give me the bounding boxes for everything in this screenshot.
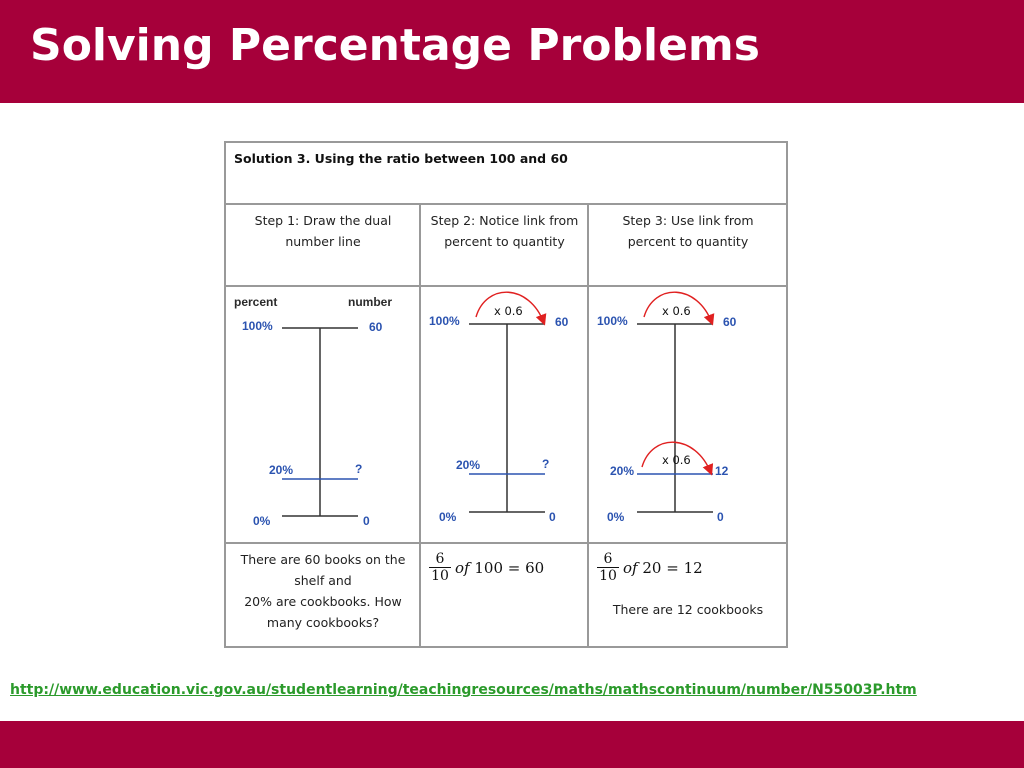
- multiplier-label: x 0.6: [494, 304, 523, 318]
- label-20-percent: 20%: [269, 463, 294, 477]
- label-20-percent: 20%: [456, 458, 481, 472]
- label-0-percent: 0%: [607, 510, 625, 524]
- problem-statement: There are 60 books on the shelf and 20% …: [226, 549, 420, 633]
- number-header: number: [348, 295, 393, 309]
- footer-banner: [0, 721, 1024, 768]
- title-banner: Solving Percentage Problems: [0, 0, 1024, 103]
- step1-line1: Step 1: Draw the dual: [254, 213, 392, 228]
- multiply-arrow: [643, 291, 715, 326]
- fraction-denominator: 10: [599, 568, 617, 584]
- label-unknown: ?: [542, 457, 550, 471]
- label-12: 12: [715, 464, 729, 478]
- step2-line1: Step 2: Notice link from: [430, 213, 579, 228]
- multiply-arrow: [641, 441, 714, 476]
- step2-header: Step 2: Notice link from percent to quan…: [421, 210, 588, 252]
- label-unknown: ?: [355, 462, 363, 476]
- label-0-percent: 0%: [439, 510, 457, 524]
- label-100-percent: 100%: [429, 314, 460, 328]
- answer-text: There are 12 cookbooks: [612, 602, 764, 617]
- step3-line1: Step 3: Use link from: [622, 213, 754, 228]
- multiplier-label: x 0.6: [662, 304, 691, 318]
- label-60: 60: [555, 315, 569, 329]
- fraction-numerator: 6: [429, 551, 451, 568]
- label-60: 60: [369, 320, 383, 334]
- of-word: of: [623, 559, 638, 577]
- label-100-percent: 100%: [597, 314, 628, 328]
- step3-line2: percent to quantity: [627, 234, 749, 249]
- label-20-percent: 20%: [610, 464, 635, 478]
- of-word: of: [455, 559, 470, 577]
- solution-figure: Solution 3. Using the ratio between 100 …: [224, 141, 788, 648]
- label-0: 0: [549, 510, 556, 524]
- problem-line4: many cookbooks?: [266, 615, 380, 630]
- label-100-percent: 100%: [242, 319, 273, 333]
- fraction-numerator: 6: [597, 551, 619, 568]
- solution-title: Solution 3. Using the ratio between 100 …: [234, 151, 568, 166]
- problem-line3: 20% are cookbooks. How: [244, 594, 402, 609]
- source-link[interactable]: http://www.education.vic.gov.au/studentl…: [10, 682, 917, 698]
- number-line-step1: [282, 327, 358, 517]
- label-0-percent: 0%: [253, 514, 271, 528]
- calc-step3: of 20 = 12: [623, 559, 703, 577]
- fraction-denominator: 10: [431, 568, 449, 584]
- number-line-step3: [637, 291, 715, 513]
- calc-step2-result: 100 = 60: [474, 559, 545, 577]
- fraction-six-tenths: 6 10: [597, 551, 619, 585]
- problem-line2: shelf and: [294, 573, 352, 588]
- multiply-arrow: [475, 291, 547, 326]
- step1-header: Step 1: Draw the dual number line: [226, 210, 420, 252]
- calc-step2: of 100 = 60: [455, 559, 544, 577]
- table-grid: [224, 141, 788, 648]
- percent-header: percent: [234, 295, 278, 309]
- step3-header: Step 3: Use link from percent to quantit…: [589, 210, 787, 252]
- problem-line1: There are 60 books on the: [240, 552, 406, 567]
- slide-title: Solving Percentage Problems: [30, 20, 760, 71]
- calc-step3-result: 20 = 12: [642, 559, 703, 577]
- step1-line2: number line: [285, 234, 361, 249]
- label-0: 0: [717, 510, 724, 524]
- multiplier-label: x 0.6: [662, 453, 691, 467]
- label-60: 60: [723, 315, 737, 329]
- number-line-step2: [469, 291, 547, 513]
- step2-line2: percent to quantity: [444, 234, 565, 249]
- fraction-six-tenths: 6 10: [429, 551, 451, 585]
- label-0: 0: [363, 514, 370, 528]
